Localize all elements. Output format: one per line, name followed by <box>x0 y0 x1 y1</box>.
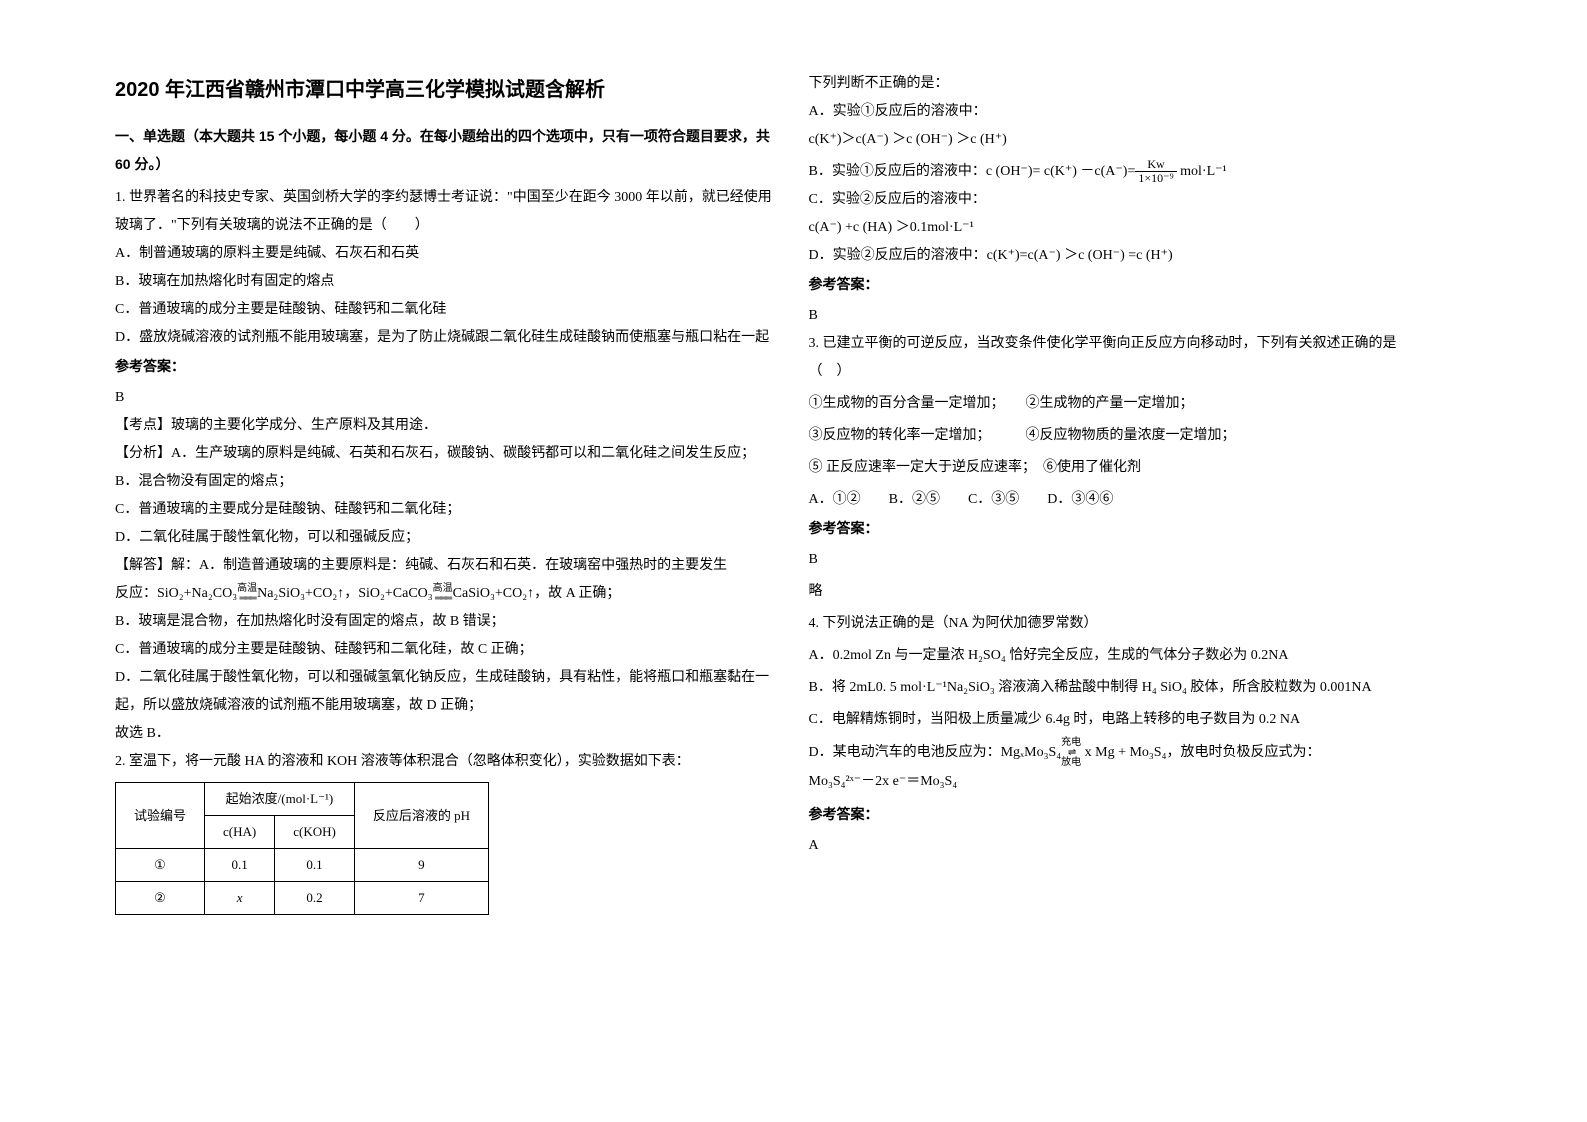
q4-answer-label: 参考答案： <box>809 800 1473 828</box>
q2-answer: B <box>809 302 1473 330</box>
q3-answer: B <box>809 546 1473 574</box>
q3-l3: ⑤ 正反应速率一定大于逆反应速率； ⑥使用了催化剂 <box>809 454 1473 482</box>
th-cha: c(HA) <box>205 816 275 849</box>
q1-jd4: C．普通玻璃的成分主要是硅酸钠、硅酸钙和二氧化硅，故 C 正确； <box>115 636 779 664</box>
th-id: 试验编号 <box>116 783 205 849</box>
q4-optB: B．将 2mL0. 5 mol·L⁻¹Na₂SiO₃ 溶液滴入稀盐酸中制得 H₄… <box>809 674 1473 702</box>
q2-pB: B．实验①反应后的溶液中：c (OH⁻)= c(K⁺) －c(A⁻)=Kw1×1… <box>809 158 1473 186</box>
q2-pD: D．实验②反应后的溶液中：c(K⁺)=c(A⁻) ＞c (OH⁻) =c (H⁺… <box>809 242 1473 270</box>
q1-jd2b: Na₂SiO₃+CO₂↑，SiO₂+CaCO₃ <box>257 586 433 601</box>
q2-pA: A．实验①反应后的溶液中： <box>809 98 1473 126</box>
q1-jd2c: CaSiO₃+CO₂↑，故 A 正确； <box>453 586 621 601</box>
q1-jd5: D．二氧化硅属于酸性氧化物，可以和强碱氢氧化钠反应，生成硅酸钠，具有粘性，能将瓶… <box>115 664 779 720</box>
q1-optD: D．盛放烧碱溶液的试剂瓶不能用玻璃塞，是为了防止烧碱跟二氧化硅生成硅酸钠而使瓶塞… <box>115 324 779 352</box>
hightemp-arrow-1: 高温═══ <box>237 584 257 604</box>
q1-jd6: 故选 B． <box>115 720 779 748</box>
q3-l2: ③反应物的转化率一定增加； ④反应物物质的量浓度一定增加； <box>809 422 1473 450</box>
table-row: ① 0.1 0.1 9 <box>116 849 489 882</box>
q2-stem: 2. 室温下，将一元酸 HA 的溶液和 KOH 溶液等体积混合（忽略体积变化），… <box>115 748 779 776</box>
q1-kp: 【考点】玻璃的主要化学成分、生产原料及其用途． <box>115 412 779 440</box>
q1-optA: A．制普通玻璃的原料主要是纯碱、石灰石和石英 <box>115 240 779 268</box>
th-conc: 起始浓度/(mol·L⁻¹) <box>205 783 355 816</box>
q4-answer: A <box>809 832 1473 860</box>
q1-jd2a: 反应：SiO₂+Na₂CO₃ <box>115 586 237 601</box>
q4-optC: C．电解精炼铜时，当阳极上质量减少 6.4g 时，电路上转移的电子数目为 0.2… <box>809 706 1473 734</box>
q4-optD2: x Mg + Mo₃S₄，放电时负极反应式为： <box>1081 745 1320 760</box>
q2-pB1: B．实验①反应后的溶液中：c (OH⁻)= c(K⁺) －c(A⁻)= <box>809 164 1136 179</box>
q4-optD: D．某电动汽车的电池反应为：MgₓMo₃S₄充电⇌放电 x Mg + Mo₃S₄… <box>809 738 1473 768</box>
table-row: ② x 0.2 7 <box>116 882 489 915</box>
q1-fx: 【分析】A．生产玻璃的原料是纯碱、石英和石灰石，碳酸钠、碳酸钙都可以和二氧化硅之… <box>115 440 779 468</box>
kw-fraction: Kw1×10⁻⁹ <box>1135 158 1176 185</box>
q4-optD1: D．某电动汽车的电池反应为：MgₓMo₃S₄ <box>809 745 1062 760</box>
q4-optD3: Mo₃S₄²ˣ⁻－2x e⁻＝Mo₃S₄ <box>809 768 1473 796</box>
hightemp-arrow-2: 高温═══ <box>433 584 453 604</box>
charge-discharge-arrow: 充电⇌放电 <box>1061 738 1081 768</box>
q1-stem: 1. 世界著名的科技史专家、英国剑桥大学的李约瑟博士考证说："中国至少在距今 3… <box>115 184 779 240</box>
th-ph: 反应后溶液的 pH <box>354 783 488 849</box>
q1-answer: B <box>115 384 779 412</box>
right-column: 下列判断不正确的是： A．实验①反应后的溶液中： c(K⁺)＞c(A⁻) ＞c … <box>794 70 1488 1052</box>
q2-pC: C．实验②反应后的溶液中： <box>809 186 1473 214</box>
q1-fxC: C．普通玻璃的主要成分是硅酸钠、硅酸钙和二氧化硅； <box>115 496 779 524</box>
q3-extra: 略 <box>809 578 1473 606</box>
q2-answer-label: 参考答案： <box>809 270 1473 298</box>
q1-jd1: 【解答】解：A．制造普通玻璃的主要原料是：纯碱、石灰石和石英．在玻璃窑中强热时的… <box>115 552 779 580</box>
q2-p1: 下列判断不正确的是： <box>809 70 1473 98</box>
q1-fxD: D．二氧化硅属于酸性氧化物，可以和强碱反应； <box>115 524 779 552</box>
left-column: 2020 年江西省赣州市潭口中学高三化学模拟试题含解析 一、单选题（本大题共 1… <box>100 70 794 1052</box>
q2-pB2: mol·L⁻¹ <box>1177 164 1227 179</box>
q1-jd2: 反应：SiO₂+Na₂CO₃高温═══Na₂SiO₃+CO₂↑，SiO₂+CaC… <box>115 580 779 608</box>
q2-pA2: c(K⁺)＞c(A⁻) ＞c (OH⁻) ＞c (H⁺) <box>809 126 1473 154</box>
q1-answer-label: 参考答案： <box>115 352 779 380</box>
q2-pC2: c(A⁻) +c (HA) ＞0.1mol·L⁻¹ <box>809 214 1473 242</box>
q4-optA: A．0.2mol Zn 与一定量浓 H₂SO₄ 恰好完全反应，生成的气体分子数必… <box>809 642 1473 670</box>
q3-l1: ①生成物的百分含量一定增加； ②生成物的产量一定增加； <box>809 390 1473 418</box>
q1-optC: C．普通玻璃的成分主要是硅酸钠、硅酸钙和二氧化硅 <box>115 296 779 324</box>
q4-stem: 4. 下列说法正确的是（NA 为阿伏加德罗常数） <box>809 610 1473 638</box>
q1-fxB: B．混合物没有固定的熔点； <box>115 468 779 496</box>
th-ckoh: c(KOH) <box>275 816 355 849</box>
q1-jd3: B．玻璃是混合物，在加热熔化时没有固定的熔点，故 B 错误； <box>115 608 779 636</box>
q3-answer-label: 参考答案： <box>809 514 1473 542</box>
q3-opts: A．①② B．②⑤ C．③⑤ D．③④⑥ <box>809 486 1473 514</box>
q3-stem: 3. 已建立平衡的可逆反应，当改变条件使化学平衡向正反应方向移动时，下列有关叙述… <box>809 330 1473 386</box>
section-1-head: 一、单选题（本大题共 15 个小题，每小题 4 分。在每小题给出的四个选项中，只… <box>115 122 779 178</box>
q2-table: 试验编号 起始浓度/(mol·L⁻¹) 反应后溶液的 pH c(HA) c(KO… <box>115 782 489 915</box>
page-title: 2020 年江西省赣州市潭口中学高三化学模拟试题含解析 <box>115 70 779 110</box>
q1-optB: B．玻璃在加热熔化时有固定的熔点 <box>115 268 779 296</box>
